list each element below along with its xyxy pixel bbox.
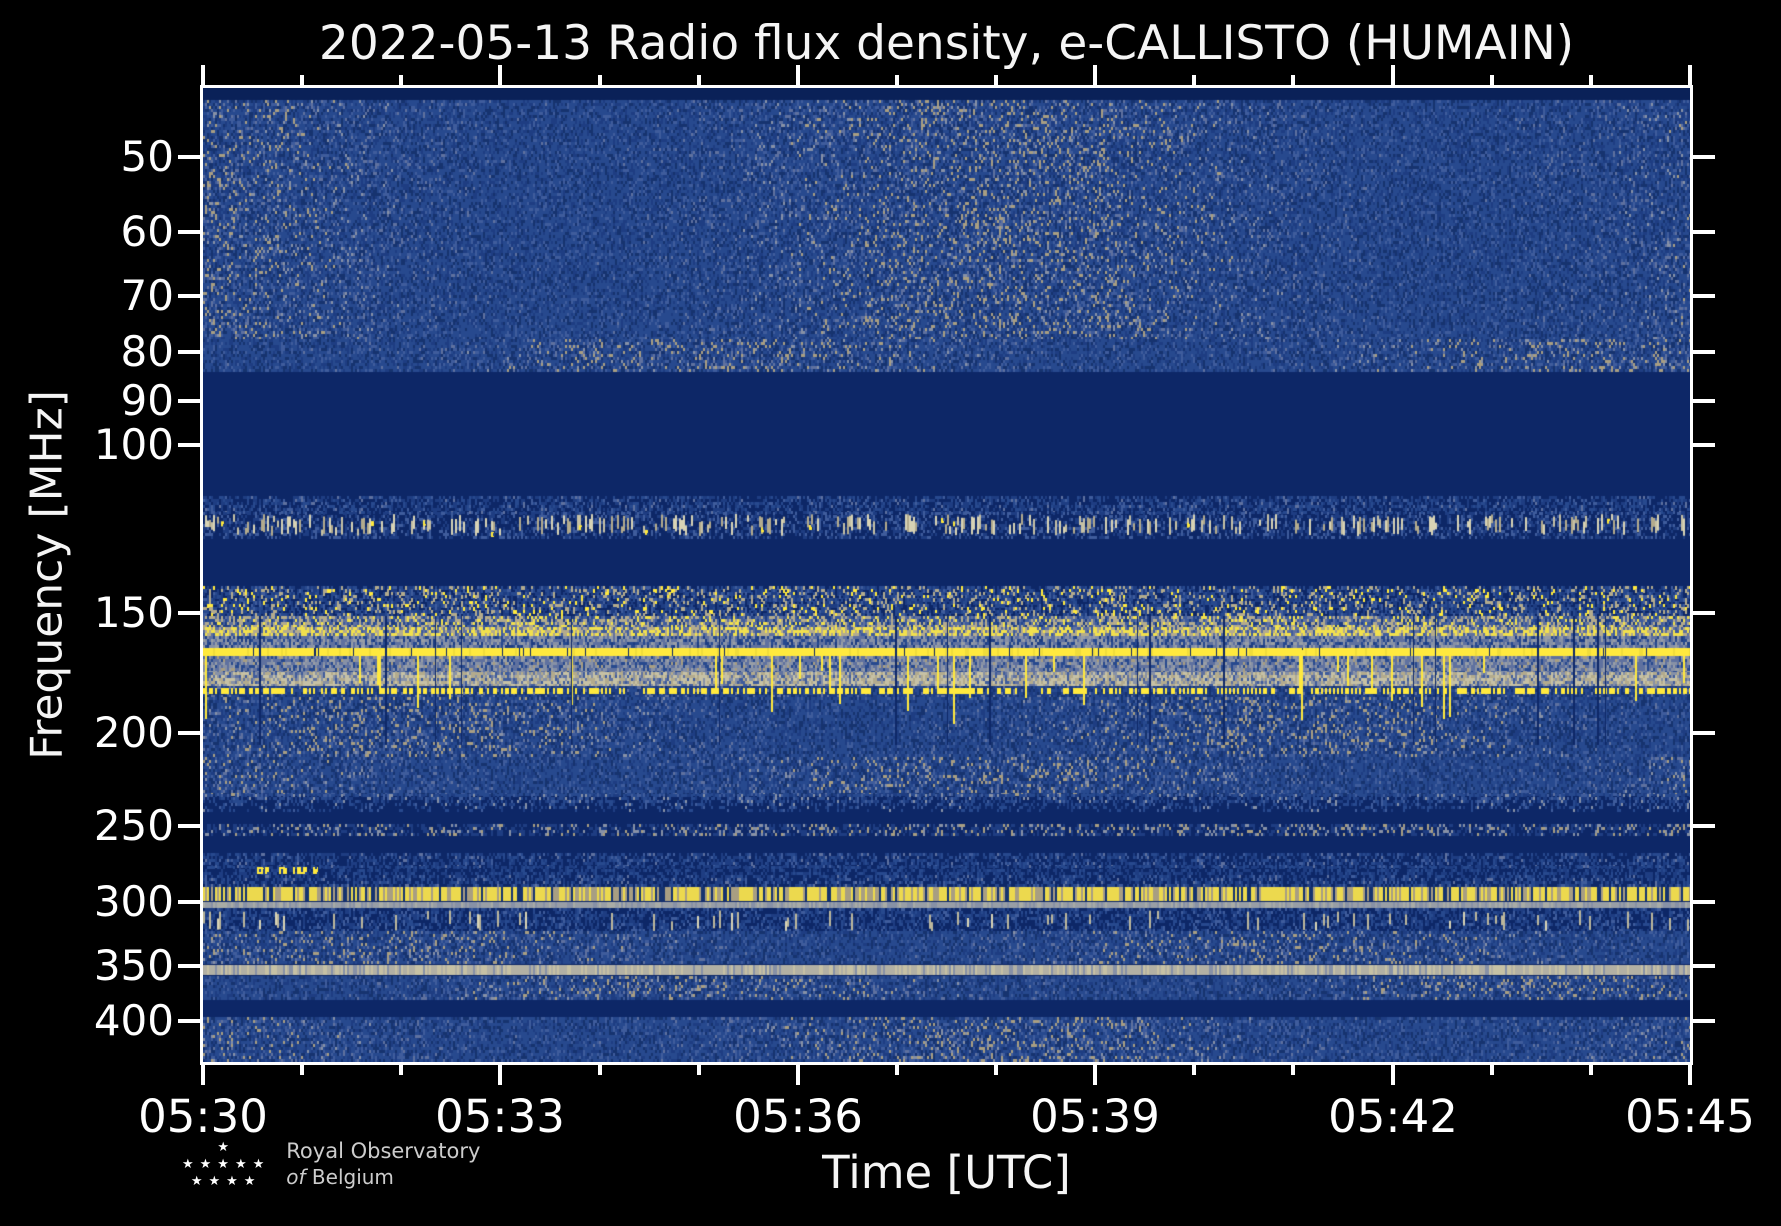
x-tick-minor-top [399, 75, 403, 85]
y-tick-right [1693, 294, 1715, 298]
x-tick-minor-bottom [1291, 1065, 1295, 1075]
x-tick-major-bottom [201, 1065, 205, 1085]
y-tick-left [178, 399, 200, 403]
x-tick-minor-top [1589, 75, 1593, 85]
y-tick-left [178, 294, 200, 298]
x-tick-major-top [1688, 65, 1692, 85]
x-tick-label: 05:39 [1030, 1090, 1160, 1143]
x-tick-minor-bottom [697, 1065, 701, 1075]
y-tick-left [178, 824, 200, 828]
y-tick-label: 70 [120, 271, 174, 320]
x-tick-label: 05:45 [1625, 1090, 1755, 1143]
y-tick-right [1693, 611, 1715, 615]
y-tick-right [1693, 964, 1715, 968]
x-tick-label: 05:42 [1328, 1090, 1458, 1143]
y-tick-left [178, 900, 200, 904]
x-tick-major-bottom [1093, 1065, 1097, 1085]
rob-logo: ★ ★★★★★ ★★★★ Royal Observatory of Belgium [176, 1138, 480, 1190]
y-tick-label: 80 [120, 327, 174, 376]
x-tick-major-bottom [1688, 1065, 1692, 1085]
x-tick-minor-top [994, 75, 998, 85]
x-tick-major-top [796, 65, 800, 85]
x-tick-major-bottom [796, 1065, 800, 1085]
y-tick-left [178, 443, 200, 447]
y-tick-right [1693, 155, 1715, 159]
y-tick-right [1693, 350, 1715, 354]
y-tick-left [178, 155, 200, 159]
y-tick-left [178, 1019, 200, 1023]
rob-logo-stars-icon: ★ ★★★★★ ★★★★ [176, 1139, 270, 1190]
y-tick-label: 300 [93, 877, 174, 926]
y-tick-right [1693, 443, 1715, 447]
spectrogram-canvas [203, 88, 1690, 1062]
y-tick-right [1693, 824, 1715, 828]
x-tick-minor-bottom [994, 1065, 998, 1075]
rob-logo-text: Royal Observatory of Belgium [286, 1138, 480, 1190]
y-tick-label: 350 [93, 941, 174, 990]
y-tick-label: 60 [120, 207, 174, 256]
x-tick-minor-bottom [399, 1065, 403, 1075]
y-tick-right [1693, 399, 1715, 403]
x-tick-minor-bottom [300, 1065, 304, 1075]
x-tick-minor-bottom [1192, 1065, 1196, 1075]
y-tick-label: 150 [93, 588, 174, 637]
y-tick-label: 250 [93, 801, 174, 850]
x-tick-minor-bottom [895, 1065, 899, 1075]
y-tick-left [178, 731, 200, 735]
x-tick-minor-top [1291, 75, 1295, 85]
x-tick-major-top [498, 65, 502, 85]
y-tick-label: 100 [93, 420, 174, 469]
x-tick-minor-top [598, 75, 602, 85]
x-axis-label: Time [UTC] [822, 1146, 1071, 1199]
x-tick-minor-top [895, 75, 899, 85]
plot-title: 2022-05-13 Radio flux density, e-CALLIST… [318, 16, 1575, 71]
y-tick-left [178, 964, 200, 968]
x-tick-minor-top [1192, 75, 1196, 85]
rob-logo-belgium: Belgium [311, 1165, 394, 1189]
x-tick-minor-bottom [598, 1065, 602, 1075]
x-tick-label: 05:36 [733, 1090, 863, 1143]
y-tick-right [1693, 1019, 1715, 1023]
rob-logo-star-row: ★ [217, 1139, 235, 1155]
x-tick-minor-top [300, 75, 304, 85]
x-tick-major-top [1391, 65, 1395, 85]
rob-logo-star-row: ★★★★★ [182, 1156, 271, 1172]
x-tick-minor-top [697, 75, 701, 85]
rob-logo-line1: Royal Observatory [286, 1139, 481, 1163]
y-tick-right [1693, 230, 1715, 234]
y-tick-label: 50 [120, 132, 174, 181]
x-tick-label: 05:33 [435, 1090, 565, 1143]
x-tick-major-bottom [1391, 1065, 1395, 1085]
y-tick-right [1693, 900, 1715, 904]
y-tick-left [178, 611, 200, 615]
x-tick-minor-bottom [1589, 1065, 1593, 1075]
y-tick-label: 200 [93, 708, 174, 757]
x-tick-minor-top [1490, 75, 1494, 85]
plot-frame [200, 85, 1693, 1065]
rob-logo-star-row: ★★★★ [190, 1173, 262, 1189]
rob-logo-of: of [286, 1165, 306, 1189]
x-tick-major-top [1093, 65, 1097, 85]
x-tick-major-top [201, 65, 205, 85]
x-tick-major-bottom [498, 1065, 502, 1085]
y-tick-label: 90 [120, 376, 174, 425]
y-tick-left [178, 230, 200, 234]
y-tick-right [1693, 731, 1715, 735]
y-tick-left [178, 350, 200, 354]
x-tick-minor-bottom [1490, 1065, 1494, 1075]
rob-logo-line2: of Belgium [286, 1164, 480, 1190]
x-tick-label: 05:30 [138, 1090, 268, 1143]
y-tick-label: 400 [93, 996, 174, 1045]
